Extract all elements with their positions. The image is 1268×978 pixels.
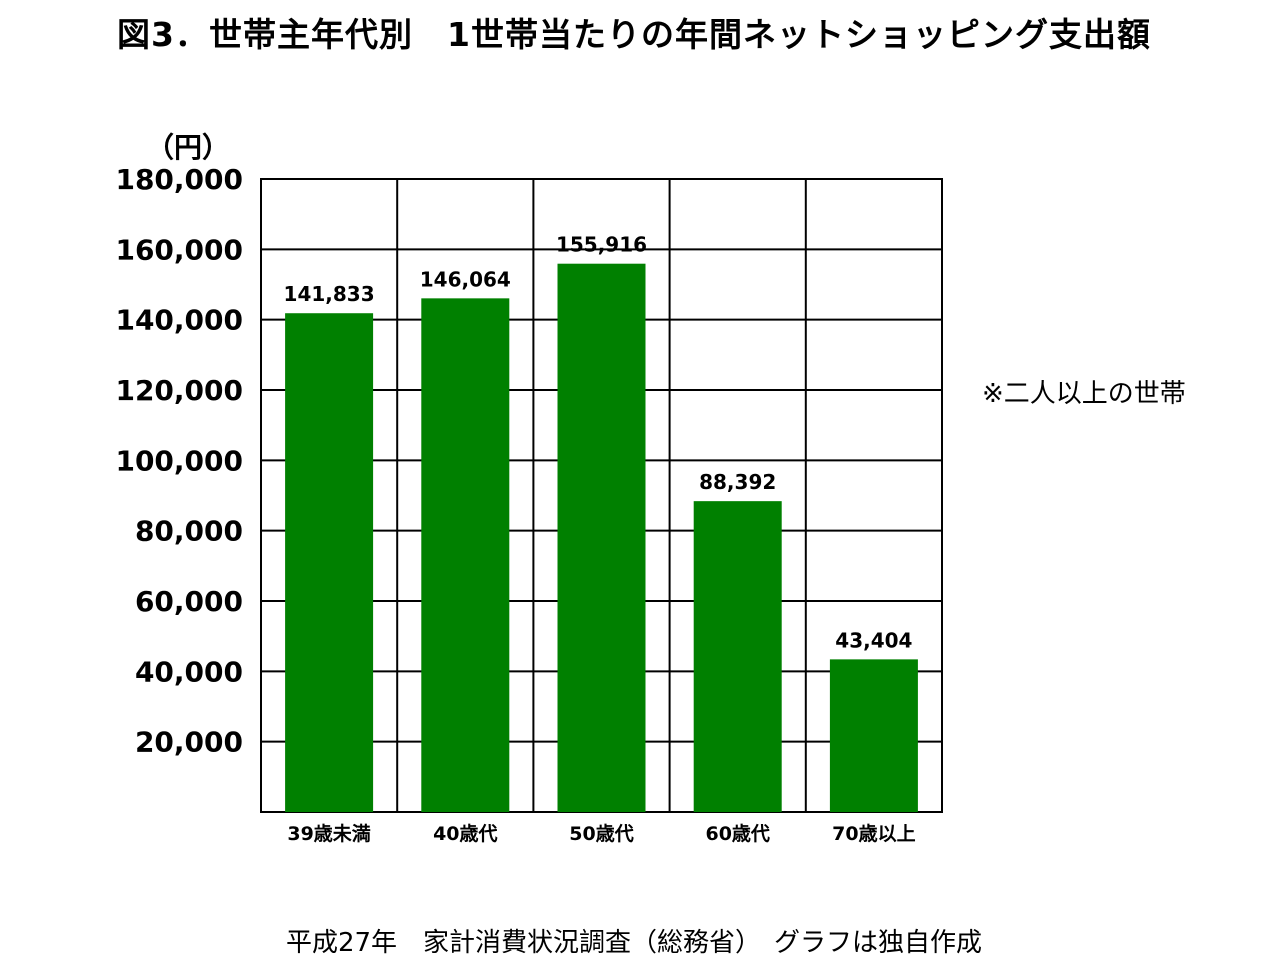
data-label: 88,392 xyxy=(699,470,776,494)
y-tick-label: 120,000 xyxy=(115,374,243,407)
x-tick-label: 40歳代 xyxy=(433,823,497,845)
chart-title: 図3．世帯主年代別 1世帯当たりの年間ネットショッピング支出額 xyxy=(117,15,1151,54)
bar xyxy=(421,298,510,812)
bars-layer xyxy=(285,263,918,812)
bar xyxy=(557,263,646,812)
bar xyxy=(693,501,782,812)
labels-layer: 20,000 40,000 60,000 80,000 100,000 120,000 14… xyxy=(115,163,915,845)
y-tick-label: 80,000 xyxy=(135,515,243,548)
bar xyxy=(829,659,918,812)
data-label: 43,404 xyxy=(835,628,912,652)
y-tick-label: 60,000 xyxy=(135,585,243,618)
x-tick-label: 39歳未満 xyxy=(287,822,370,845)
y-tick-label: 160,000 xyxy=(115,233,243,266)
y-tick-label: 100,000 xyxy=(115,444,243,477)
data-label: 155,916 xyxy=(556,233,647,257)
y-tick-label: 180,000 xyxy=(115,163,243,196)
data-label: 141,833 xyxy=(284,282,375,306)
source-caption: 平成27年 家計消費状況調査（総務省） グラフは独自作成 xyxy=(285,928,983,958)
y-tick-label: 20,000 xyxy=(135,726,243,759)
data-label: 146,064 xyxy=(420,267,511,291)
x-tick-label: 60歳代 xyxy=(705,823,769,845)
y-axis-unit-label: （円） xyxy=(146,131,231,164)
bar xyxy=(285,313,374,812)
y-tick-label: 140,000 xyxy=(115,304,243,337)
footnote-households: ※二人以上の世帯 xyxy=(982,379,1186,409)
x-tick-label: 50歳代 xyxy=(569,823,633,845)
y-tick-label: 40,000 xyxy=(135,655,243,688)
x-tick-label: 70歳以上 xyxy=(832,823,915,845)
